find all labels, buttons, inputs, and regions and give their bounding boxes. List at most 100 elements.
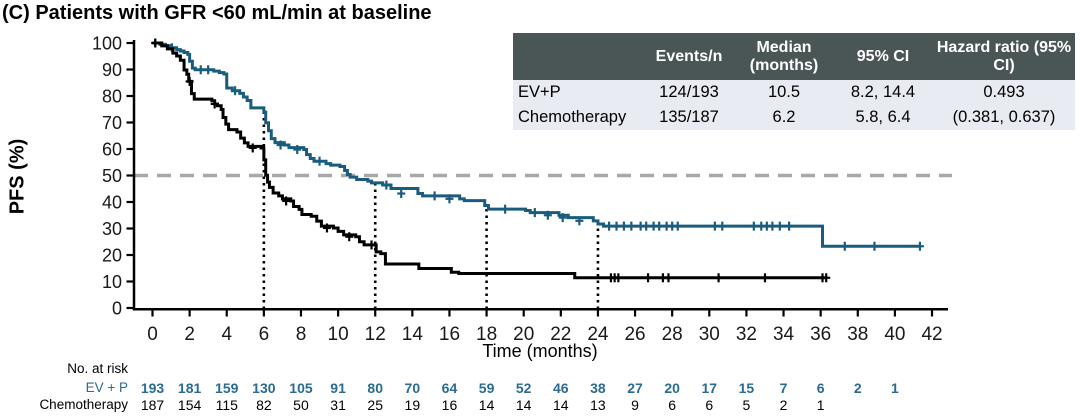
risk-count-chemo: 50	[293, 397, 309, 413]
summary-header-median: Median (months)	[735, 33, 833, 80]
x-tick-label: 34	[773, 324, 795, 345]
ev-p-curve	[152, 41, 921, 248]
y-tick-label: 80	[102, 87, 122, 107]
risk-count-chemo: 187	[140, 397, 165, 413]
risk-count-chemo: 16	[441, 397, 458, 413]
risk-count-chemo: 31	[330, 397, 346, 413]
risk-count-evp: 46	[553, 380, 569, 396]
summary-table: Events/n Median (months) 95% CI Hazard r…	[513, 33, 1075, 130]
summary-header-events: Events/n	[643, 33, 735, 80]
risk-count-chemo: 14	[478, 397, 495, 413]
summary-chemo-hr: (0.381, 0.637)	[933, 105, 1075, 130]
risk-count-chemo: 14	[553, 397, 569, 413]
summary-header-blank	[513, 33, 643, 80]
y-tick-label: 100	[92, 34, 122, 54]
risk-count-evp: 181	[177, 380, 202, 396]
risk-count-evp: 38	[590, 380, 606, 396]
risk-count-evp: 15	[738, 380, 755, 396]
risk-count-evp: 130	[252, 380, 276, 396]
summary-row-chemo: Chemotherapy 135/187 6.2 5.8, 6.4 (0.381…	[513, 105, 1075, 130]
risk-count-evp: 20	[664, 380, 680, 396]
summary-chemo-events: 135/187	[643, 105, 735, 130]
risk-count-evp: 7	[779, 380, 788, 396]
risk-count-chemo: 1	[816, 397, 825, 413]
x-tick-label: 16	[439, 324, 460, 345]
risk-count-evp: 17	[701, 380, 718, 396]
y-tick-label: 10	[102, 272, 122, 292]
summary-header-ci: 95% CI	[833, 33, 933, 80]
x-tick-label: 0	[147, 324, 158, 345]
x-tick-label: 4	[221, 324, 232, 345]
x-tick-label: 42	[921, 324, 942, 345]
x-tick-label: 10	[328, 324, 349, 345]
x-tick-label: 2	[184, 324, 195, 345]
summary-chemo-label: Chemotherapy	[513, 105, 643, 130]
summary-evp-hr: 0.493	[933, 80, 1075, 105]
risk-label-chemotherapy: Chemotherapy	[39, 397, 128, 412]
risk-count-chemo: 25	[367, 397, 384, 413]
summary-row-evp: EV+P 124/193 10.5 8.2, 14.4 0.493	[513, 80, 1075, 105]
risk-count-evp: 91	[330, 380, 346, 396]
x-tick-label: 36	[810, 324, 831, 345]
risk-count-chemo: 115	[215, 397, 238, 413]
risk-count-chemo: 154	[177, 397, 202, 413]
risk-count-evp: 6	[816, 380, 825, 396]
risk-count-chemo: 5	[742, 397, 751, 413]
x-tick-label: 20	[513, 324, 534, 345]
risk-count-chemo: 14	[515, 397, 532, 413]
summary-chemo-median: 6.2	[735, 105, 833, 130]
risk-count-evp: 193	[140, 380, 165, 396]
summary-evp-label: EV+P	[513, 80, 643, 105]
summary-header-hr: Hazard ratio (95% CI)	[933, 33, 1075, 80]
risk-count-evp: 159	[215, 380, 239, 396]
y-tick-label: 60	[102, 140, 122, 160]
risk-count-chemo: 19	[404, 397, 421, 413]
summary-evp-median: 10.5	[735, 80, 833, 105]
y-tick-label: 20	[102, 246, 122, 266]
risk-count-chemo: 13	[590, 397, 606, 413]
y-tick-label: 0	[112, 299, 122, 319]
y-tick-label: 40	[102, 193, 122, 213]
x-tick-label: 40	[884, 324, 905, 345]
y-tick-label: 50	[102, 166, 122, 186]
summary-chemo-ci: 5.8, 6.4	[833, 105, 933, 130]
x-tick-label: 18	[476, 324, 497, 345]
summary-table-header-row: Events/n Median (months) 95% CI Hazard r…	[513, 33, 1075, 80]
risk-count-chemo: 6	[705, 397, 714, 413]
x-tick-label: 22	[550, 324, 571, 345]
risk-count-evp: 70	[404, 380, 421, 396]
x-tick-label: 30	[699, 324, 720, 345]
risk-label-evp: EV + P	[85, 380, 128, 395]
risk-count-evp: 2	[853, 380, 862, 396]
x-tick-label: 8	[296, 324, 307, 345]
risk-count-chemo: 6	[668, 397, 677, 413]
x-tick-label: 32	[736, 324, 757, 345]
x-axis-label: Time (months)	[482, 341, 598, 361]
risk-count-evp: 59	[478, 380, 495, 396]
chart-title: (C) Patients with GFR <60 mL/min at base…	[2, 2, 432, 24]
y-tick-label: 90	[102, 60, 122, 80]
x-tick-label: 24	[587, 324, 609, 345]
x-tick-label: 38	[847, 324, 868, 345]
y-axis-label: PFS (%)	[6, 138, 29, 215]
risk-count-chemo: 2	[779, 397, 788, 413]
risk-count-evp: 27	[627, 380, 643, 396]
x-tick-label: 6	[259, 324, 270, 345]
risk-count-evp: 64	[441, 380, 458, 396]
risk-count-evp: 105	[289, 380, 313, 396]
x-tick-label: 14	[402, 324, 424, 345]
x-tick-label: 28	[662, 324, 683, 345]
risk-count-evp: 52	[515, 380, 532, 396]
risk-count-chemo: 82	[256, 397, 272, 413]
risk-count-evp: 1	[890, 380, 899, 396]
x-tick-label: 26	[624, 324, 645, 345]
risk-table-title: No. at risk	[67, 361, 128, 376]
y-tick-label: 30	[102, 219, 122, 239]
x-tick-label: 12	[365, 324, 386, 345]
y-tick-label: 70	[102, 113, 122, 133]
risk-count-chemo: 9	[631, 397, 639, 413]
risk-count-evp: 80	[367, 380, 384, 396]
summary-evp-events: 124/193	[643, 80, 735, 105]
